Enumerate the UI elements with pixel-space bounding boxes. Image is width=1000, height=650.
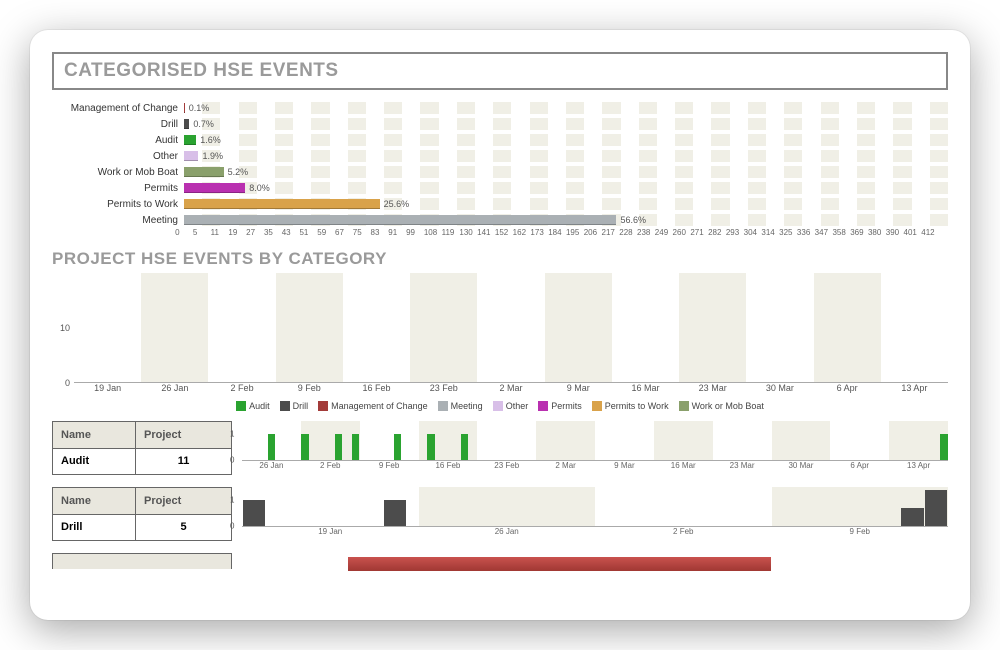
- stacked-title: PROJECT HSE EVENTS BY CATEGORY: [52, 249, 948, 269]
- stacked-chart: 010 19 Jan26 Jan2 Feb9 Feb16 Feb23 Feb2 …: [52, 273, 948, 397]
- hbar-label: Permits: [52, 183, 184, 194]
- hbar-label: Drill: [52, 119, 184, 130]
- category-table: NameProjectDrill5: [52, 487, 232, 541]
- categorised-hbar-chart: Management of Change0.1%Drill 0.7% Audit 1.…: [52, 100, 948, 237]
- legend-item: Other: [493, 401, 529, 411]
- legend-item: Meeting: [438, 401, 483, 411]
- hbar-bar: [184, 167, 224, 177]
- category-sparkline: 01: [242, 421, 948, 461]
- hbar-bar: [184, 151, 198, 161]
- category-sparkline: 01: [242, 487, 948, 527]
- dashboard-frame: CATEGORISED HSE EVENTS Management of Cha…: [30, 30, 970, 620]
- title-box: CATEGORISED HSE EVENTS: [52, 52, 948, 90]
- category-row: NameProjectDrill50119 Jan26 Jan2 Feb9 Fe…: [52, 487, 948, 541]
- hbar-label: Permits to Work: [52, 199, 184, 210]
- category-row: NameProjectAudit110126 Jan2 Feb9 Feb16 F…: [52, 421, 948, 475]
- legend-item: Work or Mob Boat: [679, 401, 764, 411]
- hbar-bar: [184, 199, 380, 209]
- page-title: CATEGORISED HSE EVENTS: [64, 60, 936, 82]
- cat-name: Drill: [53, 514, 136, 541]
- category-table: NameProjectAudit11: [52, 421, 232, 475]
- hbar-label: Management of Change: [52, 103, 184, 114]
- hbar-value: 0.7%: [189, 118, 214, 130]
- hbar-value: 0.1%: [185, 102, 210, 114]
- hbar-value: 56.6%: [616, 214, 646, 226]
- cat-count: 5: [136, 514, 232, 541]
- legend-item: Management of Change: [318, 401, 428, 411]
- col-project: Project: [136, 422, 232, 449]
- legend-item: Audit: [236, 401, 270, 411]
- partial-red-bar: [348, 557, 772, 571]
- col-name: Name: [53, 422, 136, 449]
- hbar-value: 25.6%: [380, 198, 410, 210]
- hbar-bar: [184, 215, 616, 225]
- partial-table-stub: [52, 553, 232, 569]
- hbar-value: 1.9%: [198, 150, 223, 162]
- hbar-value: 1.6%: [196, 134, 221, 146]
- hbar-label: Meeting: [52, 215, 184, 226]
- legend-item: Permits: [538, 401, 582, 411]
- hbar-value: 8.0%: [245, 182, 270, 194]
- cat-name: Audit: [53, 448, 136, 475]
- hbar-label: Work or Mob Boat: [52, 167, 184, 178]
- partial-row: [52, 553, 948, 569]
- hbar-label: Audit: [52, 135, 184, 146]
- hbar-value: 5.2%: [224, 166, 249, 178]
- col-name: Name: [53, 488, 136, 515]
- hbar-label: Other: [52, 151, 184, 162]
- legend-item: Drill: [280, 401, 309, 411]
- hbar-bar: [184, 135, 196, 145]
- hbar-bar: [184, 183, 245, 193]
- stacked-legend: Audit Drill Management of Change Meeting Oth…: [52, 401, 948, 411]
- legend-item: Permits to Work: [592, 401, 669, 411]
- col-project: Project: [136, 488, 232, 515]
- cat-count: 11: [136, 448, 232, 475]
